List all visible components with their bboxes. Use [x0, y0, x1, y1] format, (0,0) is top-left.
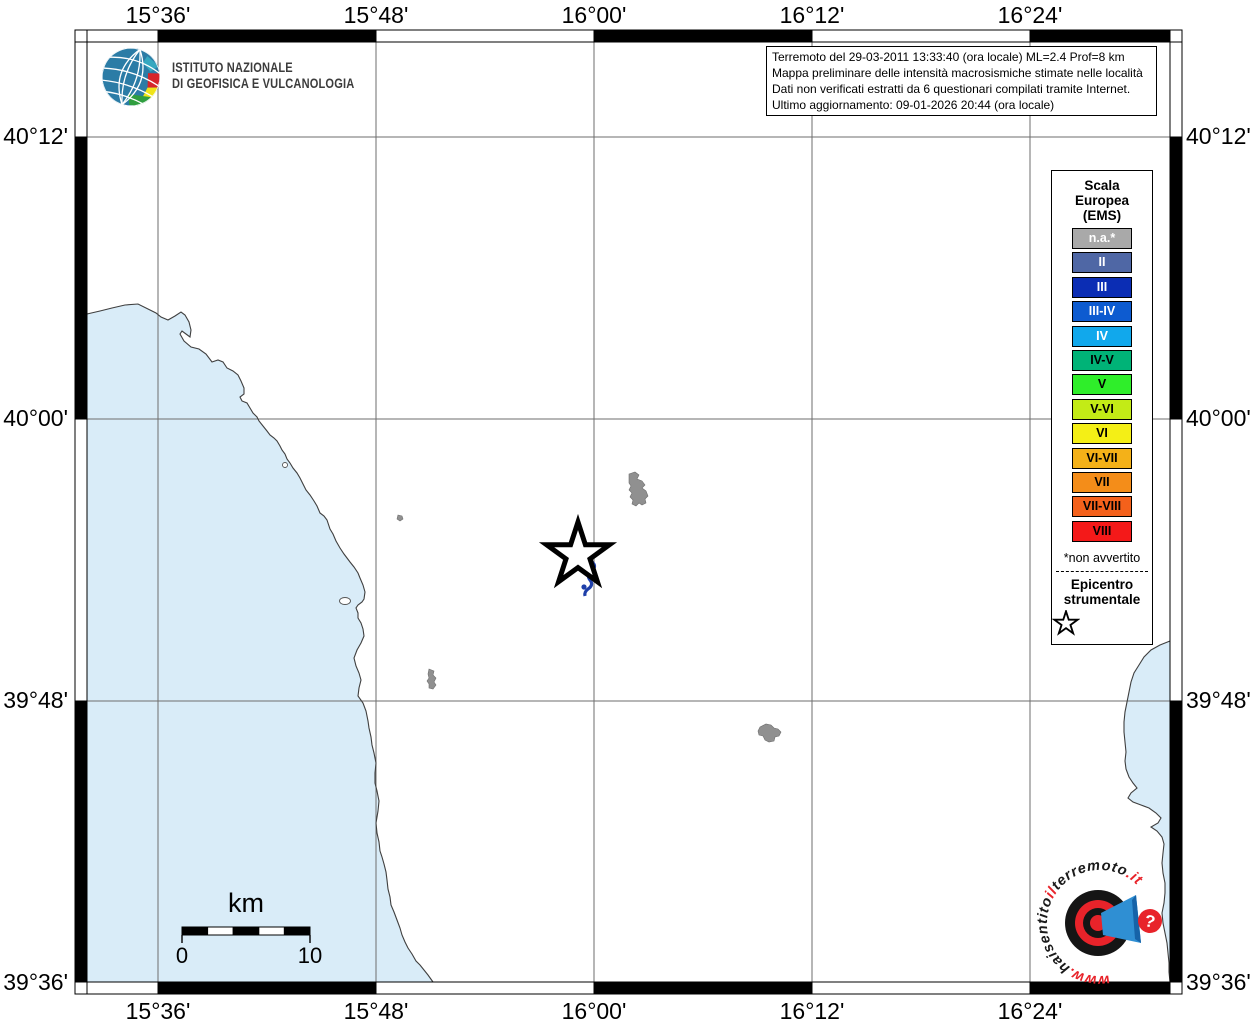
legend-title-line: Europea: [1074, 193, 1129, 208]
legend-swatch-list: n.a.* II III III-IV IV IV-V V V-VI VI VI-VII VII VI…: [1052, 228, 1152, 542]
event-info-line: Terremoto del 29-03-2011 13:33:40 (ora l…: [772, 50, 1125, 64]
axis-tick-left: 40°12': [3, 123, 68, 149]
legend-intensity-swatch: VII: [1072, 471, 1132, 493]
axis-tick-top: 16°00': [561, 2, 627, 28]
scale-bar-start: 0: [176, 943, 188, 968]
intensity-legend: Scala Europea (EMS) n.a.* II III III-IV IV IV…: [1051, 170, 1153, 645]
coastal-lagoon: [339, 597, 351, 605]
graticule: [87, 42, 1170, 982]
epicenter-star-icon: [538, 513, 618, 589]
axis-tick-left: 40°00': [3, 405, 68, 431]
event-info-line: Mappa preliminare delle intensità macros…: [772, 66, 1143, 80]
axis-tick-bottom: 16°12': [779, 998, 845, 1024]
legend-divider: [1056, 570, 1148, 572]
legend-intensity-swatch: VIII: [1072, 520, 1132, 542]
sea-west: [87, 304, 433, 982]
scale-bar-unit: km: [228, 888, 264, 918]
axis-tick-bottom: 16°00': [561, 998, 627, 1024]
star-outline-icon: [1052, 609, 1080, 636]
ingv-name-line2: DI GEOFISICA E VULCANOLOGIA: [172, 76, 355, 91]
axis-tick-left: 39°48': [3, 687, 68, 713]
ingv-logo: ISTITUTO NAZIONALE DI GEOFISICA E VULCAN…: [98, 44, 518, 114]
legend-intensity-swatch: VI-VII: [1072, 447, 1132, 469]
axis-tick-top: 15°36': [125, 2, 191, 28]
axis-tick-top: 16°12': [779, 2, 845, 28]
legend-intensity-swatch: VII-VIII: [1072, 496, 1132, 518]
legend-epicenter-label-line2: strumentale: [1063, 591, 1141, 607]
legend-intensity-swatch: n.a.*: [1072, 228, 1132, 249]
legend-intensity-swatch: IV-V: [1072, 349, 1132, 371]
legend-intensity-swatch: II: [1072, 252, 1132, 274]
ingv-globe-icon: [101, 47, 164, 108]
axis-tick-bottom: 16°24': [997, 998, 1063, 1024]
map-frame: [74, 29, 1183, 995]
axis-tick-right: 39°48': [1186, 687, 1251, 713]
haisentitoilterremoto-logo: ? www.haisentitoilterremoto.it: [1035, 858, 1162, 988]
event-info-box: Terremoto del 29-03-2011 13:33:40 (ora l…: [766, 46, 1157, 116]
legend-intensity-swatch: VI: [1072, 423, 1132, 445]
axis-tick-left: 39°36': [3, 969, 68, 995]
axis-tick-right: 40°12': [1186, 123, 1251, 149]
legend-intensity-swatch: III: [1072, 276, 1132, 298]
event-info-line: Ultimo aggiornamento: 09-01-2026 20:44 (…: [772, 98, 1055, 112]
legend-epicenter-label-line1: Epicentro: [1070, 576, 1134, 592]
bullseye-megaphone-icon: [1065, 890, 1141, 956]
legend-footnote: *non avvertito: [1063, 550, 1141, 565]
axis-tick-bottom: 15°48': [343, 998, 409, 1024]
axis-tick-right: 40°00': [1186, 405, 1251, 431]
axis-tick-right: 39°36': [1186, 969, 1251, 995]
legend-title-line: Scala: [1084, 178, 1120, 193]
axis-tick-top: 16°24': [997, 2, 1063, 28]
urban-areas: [396, 471, 782, 743]
legend-intensity-swatch: V: [1072, 374, 1132, 396]
islet: [282, 462, 288, 468]
scale-bar-end: 10: [298, 943, 322, 968]
axis-tick-top: 15°48': [343, 2, 409, 28]
question-mark: ?: [1143, 911, 1157, 932]
legend-intensity-swatch: III-IV: [1072, 301, 1132, 323]
axis-tick-bottom: 15°36': [125, 998, 191, 1024]
ingv-name-line1: ISTITUTO NAZIONALE: [172, 60, 293, 75]
legend-title-line: (EMS): [1082, 208, 1122, 223]
question-mark-icon: ?: [1138, 909, 1162, 933]
coastline: [86, 303, 1171, 983]
scale-bar: km 0 10: [176, 888, 322, 968]
legend-intensity-swatch: IV: [1072, 325, 1132, 347]
legend-intensity-swatch: V-VI: [1072, 398, 1132, 420]
sea-east: [1124, 641, 1170, 982]
event-info-line: Dati non verificati estratti da 6 questi…: [772, 82, 1131, 96]
